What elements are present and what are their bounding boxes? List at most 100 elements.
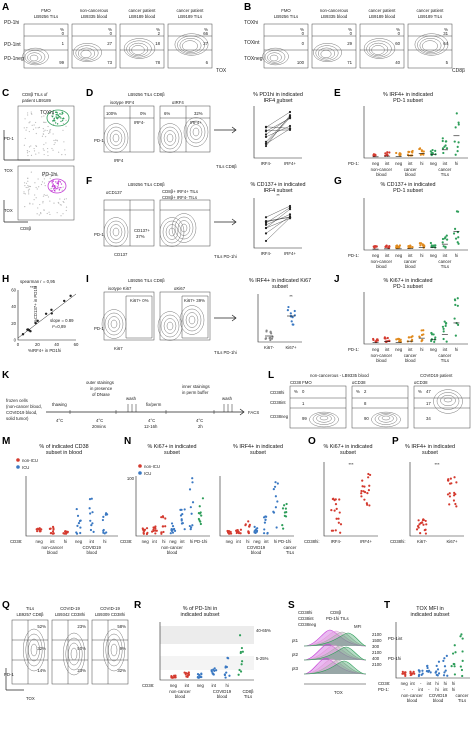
x-tick-label: hi [420, 253, 423, 258]
point [442, 327, 445, 331]
stat-significance: **** [30, 285, 37, 290]
point [51, 530, 55, 533]
panel-m: % of indicated CD38 subset in blood non-… [10, 444, 118, 555]
point [368, 504, 371, 507]
point [281, 507, 285, 510]
point [102, 515, 105, 518]
point [196, 675, 200, 679]
point [366, 492, 369, 495]
contour [182, 40, 198, 52]
point [200, 514, 203, 517]
histogram-curve [303, 646, 367, 661]
point [437, 672, 441, 675]
contour [105, 633, 123, 667]
facs-plot [159, 199, 211, 247]
x-tick-label: hi [274, 539, 277, 544]
point [384, 337, 387, 340]
contour [318, 47, 335, 60]
point [338, 498, 341, 501]
point [417, 669, 420, 672]
dot [57, 184, 60, 186]
contour [68, 642, 80, 666]
point [401, 672, 404, 675]
dot [42, 175, 45, 177]
dot [37, 207, 39, 209]
point [160, 531, 163, 534]
dot [57, 175, 59, 177]
point [420, 329, 423, 332]
pair-line [265, 217, 291, 242]
point [223, 673, 226, 676]
point [64, 532, 68, 535]
point [422, 329, 425, 332]
point [437, 660, 441, 663]
facs-plot [413, 385, 471, 429]
sample-label: cancer patient [417, 8, 445, 13]
point [172, 676, 175, 679]
dot [63, 141, 65, 143]
point [34, 321, 37, 325]
point [142, 532, 145, 535]
sample-label: LB9256 TILs [34, 14, 58, 19]
dot [61, 119, 64, 122]
point [330, 529, 334, 532]
point [430, 339, 433, 343]
point [444, 669, 447, 672]
point [283, 504, 286, 507]
contour [433, 389, 463, 414]
panel-e: % IRF4+ in indicated PD-1 subset neg int n… [348, 92, 468, 177]
step-outer: of DNase [92, 392, 111, 397]
histogram-curve [303, 632, 367, 647]
point [372, 153, 376, 156]
point [457, 121, 460, 124]
paired-chart: IRF4- IRF4+ ** [253, 101, 302, 166]
group-label: blood [47, 550, 58, 555]
point [388, 339, 391, 342]
point [290, 320, 293, 323]
dot [23, 191, 25, 193]
point [154, 527, 157, 530]
point [239, 670, 243, 673]
panel-j: % Ki67+ in indicated PD-1 subset neg int n… [348, 278, 468, 363]
group-label: blood [407, 698, 418, 703]
x-tick-label: neg [395, 347, 403, 352]
dot [57, 114, 60, 117]
point [288, 216, 292, 219]
point [434, 149, 437, 152]
x-tick-label: IRF4+ [360, 539, 372, 544]
step-inner: in perm buffer [182, 390, 209, 395]
condition: 4°C [56, 418, 63, 423]
axis [363, 292, 468, 345]
point [285, 502, 288, 506]
point [44, 312, 48, 315]
gate-label-toxhi: TOXhi [40, 110, 54, 116]
dot [60, 186, 62, 189]
contour [24, 50, 46, 64]
dot [51, 180, 53, 182]
x-tick-label: neg [142, 539, 150, 544]
dot [43, 182, 46, 184]
point [189, 506, 192, 509]
dot [44, 184, 46, 187]
point [456, 150, 459, 153]
point [264, 144, 268, 148]
panel-label-p: P [392, 436, 399, 447]
point [239, 532, 242, 535]
point [430, 244, 433, 247]
stat-slope: slope = 0.89 [50, 318, 74, 323]
gate-pd1hi [47, 178, 67, 194]
pct-value: 0 [62, 31, 65, 36]
x-tick-label: 20 [35, 342, 40, 347]
contour [62, 632, 86, 676]
contour [371, 45, 385, 55]
point [91, 522, 94, 525]
sample-label: cancer patient [369, 8, 397, 13]
x-tick-label: IRF4+ [284, 251, 296, 256]
point [190, 526, 193, 529]
dot [40, 183, 43, 186]
point [435, 673, 438, 676]
dot [53, 143, 55, 146]
pct-value: 0 [350, 31, 353, 36]
dot [26, 152, 29, 154]
point [229, 530, 232, 534]
